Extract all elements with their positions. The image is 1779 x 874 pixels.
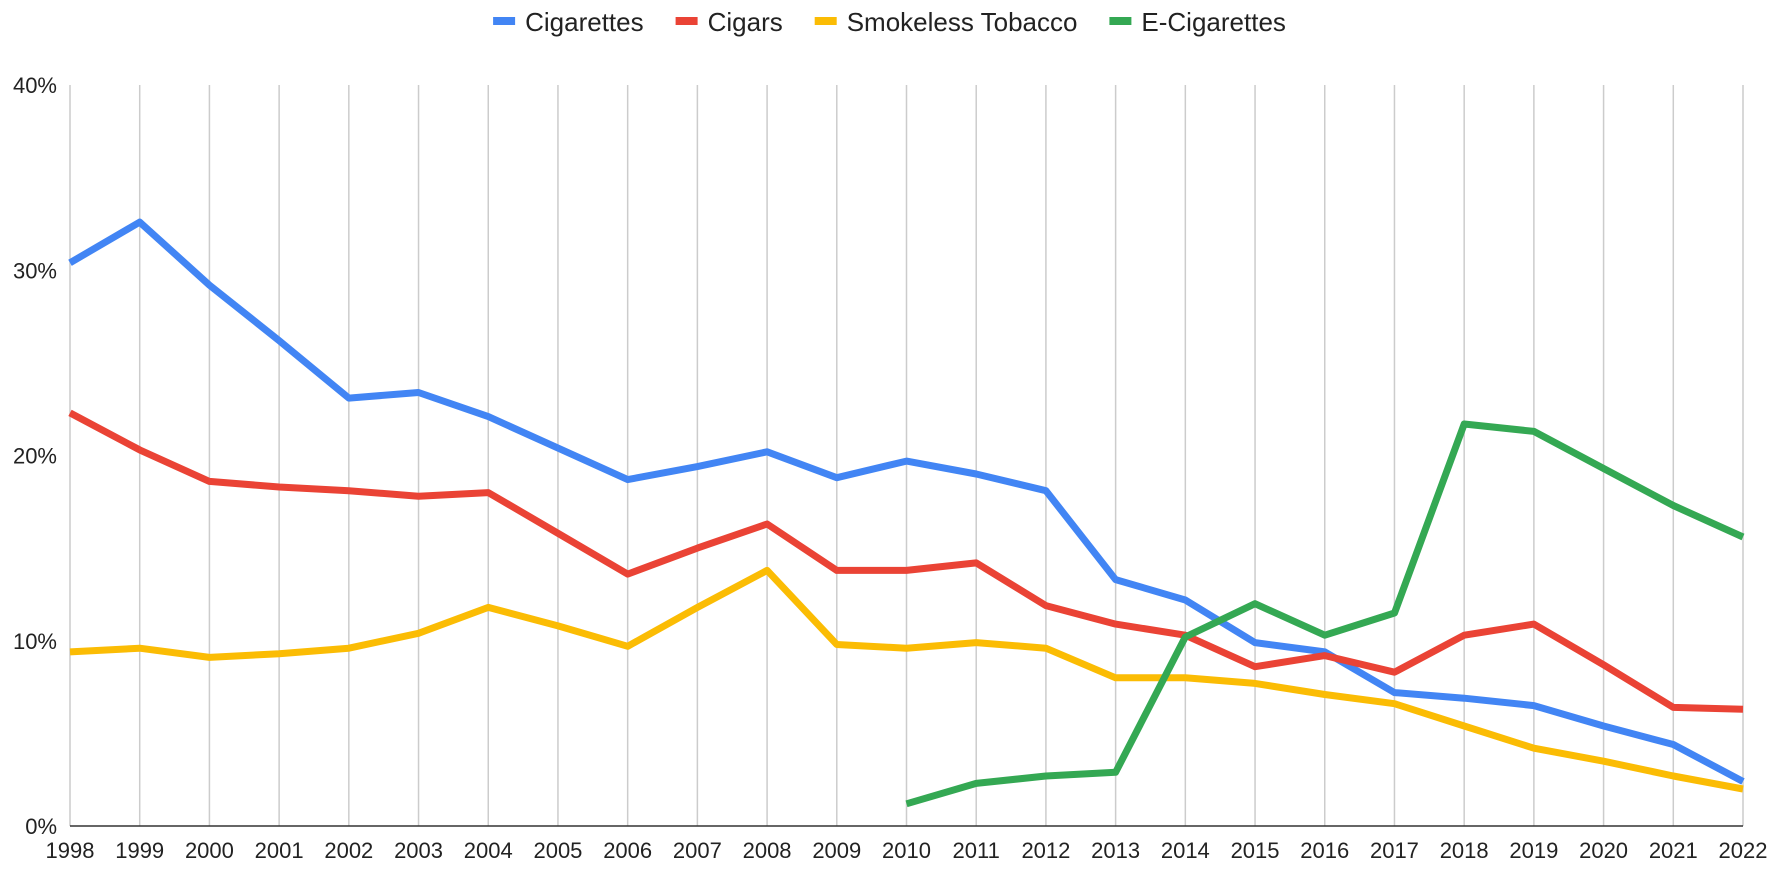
x-tick-label: 2018	[1440, 838, 1489, 863]
x-tick-label: 2001	[255, 838, 304, 863]
legend: Cigarettes Cigars Smokeless Tobacco E-Cigar…	[493, 7, 1286, 37]
x-tick-label: 2010	[882, 838, 931, 863]
x-tick-label: 2003	[394, 838, 443, 863]
legend-item-e-cigarettes: E-Cigarettes	[1109, 7, 1286, 37]
x-tick-label: 2002	[324, 838, 373, 863]
x-tick-label: 2019	[1509, 838, 1558, 863]
x-tick-label: 2007	[673, 838, 722, 863]
series-line-cigars	[68, 409, 1744, 713]
legend-item-cigarettes: Cigarettes	[493, 7, 644, 37]
y-tick-label: 20%	[13, 444, 57, 469]
y-tick-label: 0%	[25, 814, 57, 839]
legend-swatch	[814, 17, 837, 25]
x-tick-label: 2011	[953, 838, 1000, 863]
x-tick-label: 2012	[1021, 838, 1070, 863]
legend-label: Cigars	[708, 7, 783, 37]
y-tick-label: 10%	[13, 629, 57, 654]
legend-swatch	[1109, 17, 1132, 25]
legend-label: Smokeless Tobacco	[847, 7, 1078, 37]
legend-label: Cigarettes	[525, 7, 644, 37]
x-tick-label: 2017	[1370, 838, 1419, 863]
x-tick-label: 2000	[185, 838, 234, 863]
x-tick-label: 2009	[812, 838, 861, 863]
x-tick-label: 2013	[1091, 838, 1140, 863]
x-tick-label: 2004	[464, 838, 513, 863]
legend-item-smokeless-tobacco: Smokeless Tobacco	[814, 7, 1078, 37]
x-tick-label: 2020	[1579, 838, 1628, 863]
series-line-cigarettes	[68, 218, 1745, 785]
x-tick-label: 2014	[1161, 838, 1210, 863]
legend-item-cigars: Cigars	[675, 7, 783, 37]
y-tick-label: 30%	[13, 258, 57, 283]
legend-label: E-Cigarettes	[1141, 7, 1286, 37]
series-lines	[68, 218, 1745, 808]
legend-swatch	[493, 17, 516, 25]
y-axis: 0% 10% 20% 30% 40%	[13, 73, 57, 839]
x-tick-label: 2005	[533, 838, 582, 863]
y-tick-label: 40%	[13, 73, 57, 98]
x-tick-label: 2022	[1719, 838, 1768, 863]
x-tick-label: 2015	[1231, 838, 1280, 863]
series-line-e-cigarettes	[905, 420, 1745, 808]
x-tick-label: 2006	[603, 838, 652, 863]
x-tick-label: 1999	[115, 838, 164, 863]
x-tick-label: 2016	[1300, 838, 1349, 863]
series-line-smokeless-tobacco	[69, 566, 1744, 793]
x-tick-label: 2021	[1649, 838, 1698, 863]
gridlines	[69, 85, 1744, 827]
x-tick-label: 2008	[743, 838, 792, 863]
legend-swatch	[675, 17, 698, 25]
x-tick-label: 1998	[46, 838, 95, 863]
x-axis: 1998 1999 2000 2001 2002 2003 2004 2005 2006 2007…	[46, 838, 1768, 863]
